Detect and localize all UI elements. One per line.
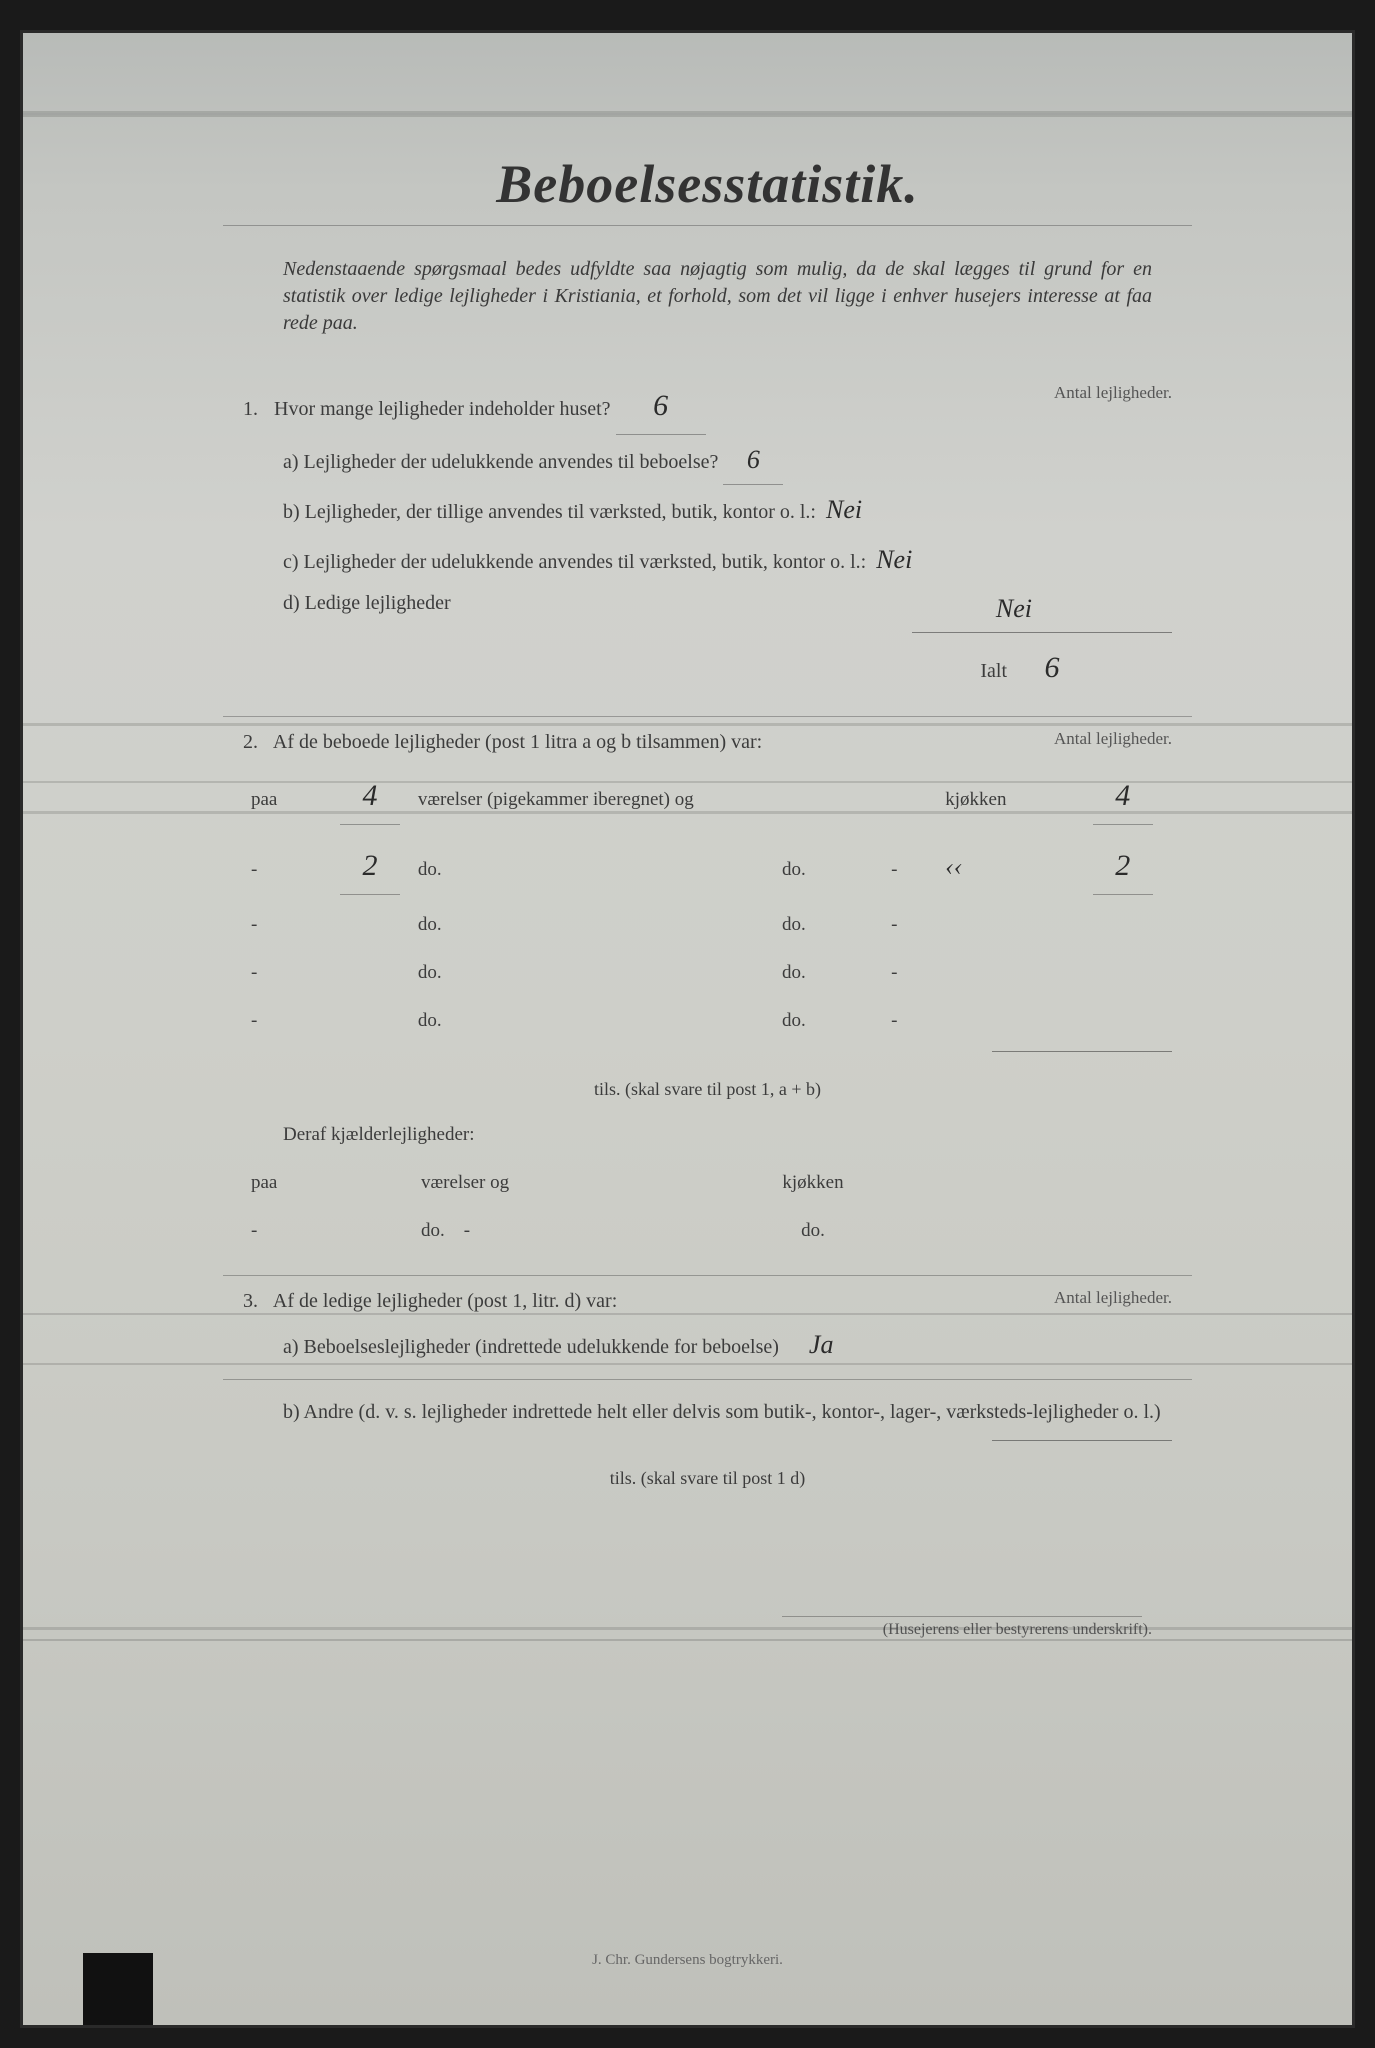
scan-band [23, 1363, 1352, 1365]
question-2: 2. Af de beboede lejligheder (post 1 lit… [243, 723, 1172, 1255]
rooms-table: paa 4 værelser (pigekammer iberegnet) og… [243, 761, 1172, 1045]
q1a: a) Lejligheder der udelukkende anvendes … [283, 435, 1172, 485]
ialt-rule [912, 632, 1172, 633]
row3-do1: do. [418, 962, 442, 983]
scan-band [23, 111, 1352, 113]
row2-do2: do. [782, 914, 806, 935]
q2-tils: tils. (skal svare til post 1, a + b) [243, 1072, 1172, 1106]
row1-paa: 2 [340, 837, 400, 895]
row2-do1: do. [418, 914, 442, 935]
row4-paa: - [243, 997, 330, 1045]
q1b: b) Lejligheder, der tillige anvendes til… [283, 485, 1172, 534]
row0-count: 4 [1093, 767, 1153, 825]
q1b-value: Nei [826, 495, 862, 524]
ialt-row: Ialt 6 [243, 632, 1172, 696]
scan-band [23, 1627, 1352, 1630]
inner-rule [223, 1379, 1192, 1380]
row3-do2: do. [782, 962, 806, 983]
q1-value: 6 [616, 377, 706, 435]
section-rule [223, 716, 1192, 717]
page-title: Beboelsesstatistik. [223, 153, 1192, 215]
b-r1-kj: kjøkken [753, 1159, 873, 1207]
scan-edge-artifact [83, 1953, 153, 2025]
q2-line: 2. Af de beboede lejligheder (post 1 lit… [243, 723, 1172, 761]
basement-row: - do. - do. [243, 1207, 1172, 1255]
q1c-value: Nei [876, 545, 912, 574]
scan-band [23, 1313, 1352, 1315]
row2-paa: - [243, 901, 330, 949]
rooms-row: - do. do. - [243, 997, 1172, 1045]
row1-count: 2 [1093, 837, 1153, 895]
q1c: c) Lejligheder der udelukkende anvendes … [283, 535, 1172, 584]
q3a-value: Ja [809, 1330, 834, 1359]
row4-kj: - [851, 997, 937, 1045]
scan-band [23, 811, 1352, 814]
rooms-row: - do. do. - [243, 901, 1172, 949]
q1d: d) Ledige lejligheder Nei [283, 584, 1172, 622]
row0-paa: 4 [340, 767, 400, 825]
b-r1-vaer: værelser og [413, 1159, 753, 1207]
rooms-header-row: paa 4 værelser (pigekammer iberegnet) og… [243, 761, 1172, 831]
signature-line [782, 1616, 1142, 1617]
deraf-label: Deraf kjælderlejligheder: [283, 1117, 1172, 1153]
q1-text: Hvor mange lejligheder indeholder huset? [274, 398, 611, 420]
q3-text: Af de ledige lejligheder (post 1, litr. … [273, 1290, 617, 1312]
b-r2-vaer: do. [421, 1220, 445, 1241]
rooms-row: - do. do. - [243, 949, 1172, 997]
q3b-text: b) Andre (d. v. s. lejligheder indretted… [283, 1401, 1161, 1423]
b-r2-kj: do. [753, 1207, 873, 1255]
row4-do2: do. [782, 1010, 806, 1031]
ialt-value: 6 [1012, 639, 1092, 696]
intro-paragraph: Nedenstaaende spørgsmaal bedes udfyldte … [283, 256, 1152, 337]
q2-text: Af de beboede lejligheder (post 1 litra … [273, 731, 762, 753]
row3-paa: - [243, 949, 330, 997]
q3b: b) Andre (d. v. s. lejligheder indretted… [283, 1390, 1172, 1434]
q1-number: 1. [243, 390, 269, 428]
q3-tils: tils. (skal svare til post 1 d) [243, 1461, 1172, 1495]
scan-band [23, 781, 1352, 783]
scan-band [23, 723, 1352, 726]
row1-kj: ‹‹ [945, 852, 962, 881]
rooms-row: - 2 do. do. - ‹‹ 2 [243, 831, 1172, 901]
antal-label-2: Antal lejligheder. [1054, 723, 1172, 755]
basement-table: paa værelser og kjøkken - do. - do. [243, 1159, 1172, 1255]
row4-do1: do. [418, 1010, 442, 1031]
antal-label-1: Antal lejligheder. [1054, 377, 1172, 409]
row1-do2: do. [782, 859, 806, 880]
b-r2-paa: - [243, 1207, 333, 1255]
q1a-value: 6 [723, 435, 783, 485]
scan-band [23, 115, 1352, 117]
scanned-page-frame: Beboelsesstatistik. Nedenstaaende spørgs… [20, 30, 1355, 2028]
q1b-text: b) Lejligheder, der tillige anvendes til… [283, 501, 816, 523]
q1c-text: c) Lejligheder der udelukkende anvendes … [283, 551, 866, 573]
basement-row: paa værelser og kjøkken [243, 1159, 1172, 1207]
title-underline [223, 225, 1192, 226]
q2-number: 2. [243, 723, 269, 761]
q1-line: 1. Hvor mange lejligheder indeholder hus… [243, 377, 1172, 435]
q3a-text: a) Beboelseslejligheder (indrettede udel… [283, 1336, 779, 1358]
q3a: a) Beboelseslejligheder (indrettede udel… [283, 1320, 1172, 1369]
hdr-vaer: værelser (pigekammer iberegnet) og [410, 761, 736, 831]
form-page: Beboelsesstatistik. Nedenstaaende spørgs… [73, 113, 1302, 1639]
b-r2-dash: - [464, 1220, 470, 1241]
antal-label-3: Antal lejligheder. [1054, 1282, 1172, 1314]
hdr-kjokken: kjøkken [937, 761, 1073, 831]
q2-sum-rule [992, 1051, 1172, 1052]
printer-credit: J. Chr. Gundersens bogtrykkeri. [23, 1952, 1352, 1969]
q1d-text: d) Ledige lejligheder [283, 592, 451, 614]
row3-kj: - [851, 949, 937, 997]
section-rule [223, 1275, 1192, 1276]
q1d-value: Nei [996, 584, 1032, 633]
q1a-text: a) Lejligheder der udelukkende anvendes … [283, 451, 718, 473]
ialt-label: Ialt [927, 652, 1007, 690]
question-1: 1. Hvor mange lejligheder indeholder hus… [243, 377, 1172, 696]
b-r1-paa: paa [243, 1159, 333, 1207]
q3-sum-rule [992, 1440, 1172, 1441]
hdr-paa: paa [243, 761, 330, 831]
row1-do1: do. [418, 859, 442, 880]
row2-kj: - [851, 901, 937, 949]
